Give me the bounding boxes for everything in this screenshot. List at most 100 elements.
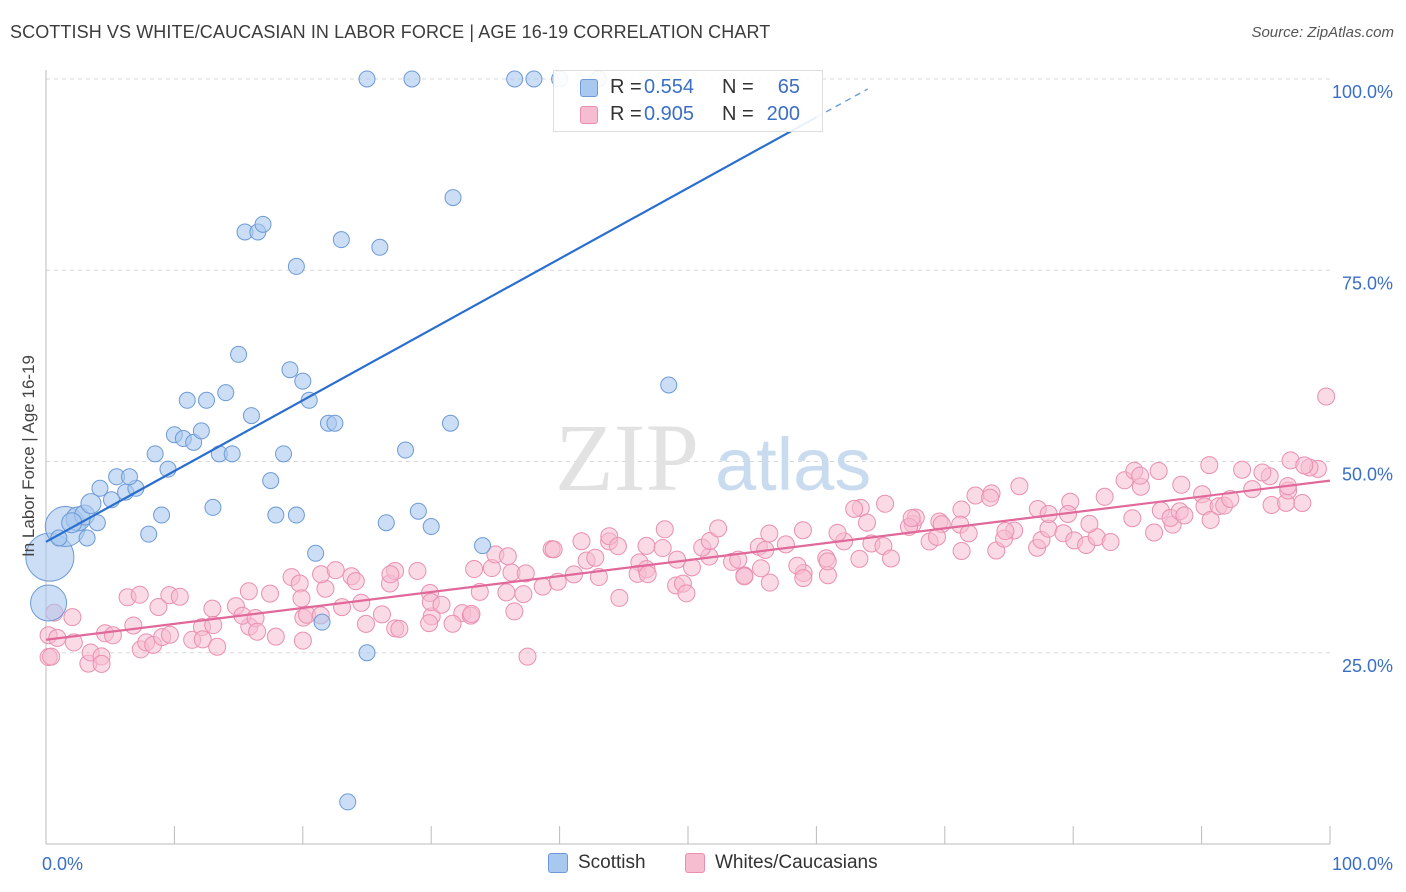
white-caucasian-point xyxy=(959,524,978,543)
scottish-point xyxy=(377,514,395,532)
white-caucasian-point xyxy=(709,519,728,538)
white-caucasian-point xyxy=(735,567,754,586)
white-caucasian-point xyxy=(1149,461,1168,480)
scottish-point xyxy=(146,445,164,463)
white-caucasian-point xyxy=(1295,456,1314,475)
y-axis-label: In Labor Force | Age 16-19 xyxy=(19,355,38,557)
scottish-point xyxy=(223,445,241,463)
white-caucasian-point xyxy=(193,630,212,649)
white-caucasian-point xyxy=(204,616,223,635)
y-tick-label: 75.0% xyxy=(1342,273,1393,293)
white-caucasian-point xyxy=(1293,493,1312,512)
watermark: ZIP atlas xyxy=(555,404,871,511)
white-caucasian-point xyxy=(130,585,149,604)
white-caucasian-point xyxy=(608,537,627,556)
white-caucasian-point xyxy=(293,631,312,650)
scottish-point xyxy=(30,584,68,622)
tick-labels: 25.0% 50.0% 75.0% 100.0% 0.0% 100.0% xyxy=(42,82,1393,874)
white-caucasian-point xyxy=(292,589,311,608)
r-value: 0.905 xyxy=(644,103,695,125)
bottom-legend: Scottish Whites/Caucasians xyxy=(0,852,1406,878)
scottish-point xyxy=(358,70,376,88)
scottish-point xyxy=(198,391,215,409)
white-caucasian-point xyxy=(533,577,552,596)
scottish-point xyxy=(444,189,462,207)
r-value: 0.554 xyxy=(644,76,695,98)
white-caucasian-point xyxy=(586,548,605,567)
white-caucasian-point xyxy=(544,540,563,559)
scottish-point xyxy=(178,391,196,409)
white-caucasian-point xyxy=(266,627,285,646)
scottish-point xyxy=(307,544,325,562)
white-caucasian-point xyxy=(1080,514,1099,533)
white-caucasian-point xyxy=(981,488,1000,507)
chart-title: SCOTTISH VS WHITE/CAUCASIAN IN LABOR FOR… xyxy=(10,22,771,42)
white-caucasian-point xyxy=(124,616,143,635)
y-tick-label: 25.0% xyxy=(1342,656,1393,676)
stats-row-white: R = 0.905 N = 200 xyxy=(554,100,822,128)
white-caucasian-point xyxy=(1221,490,1240,509)
scottish-point xyxy=(78,529,96,547)
white-caucasian-point xyxy=(420,614,439,633)
white-caucasian-point xyxy=(1101,533,1120,552)
white-caucasian-point xyxy=(952,500,971,519)
white-caucasian-point xyxy=(1233,460,1252,479)
n-label: N = xyxy=(722,103,754,125)
white-caucasian-point xyxy=(516,564,535,583)
white-caucasian-point xyxy=(794,569,813,588)
white-caucasian-point xyxy=(103,626,122,645)
scottish-swatch xyxy=(548,853,568,873)
white-caucasian-point xyxy=(1175,506,1194,525)
white-caucasian-point xyxy=(881,549,900,568)
trend-lines xyxy=(45,88,1331,641)
white-caucasian-point xyxy=(208,637,227,656)
white-caucasian-point xyxy=(858,513,877,532)
scottish-point xyxy=(441,414,459,432)
white-caucasian-point xyxy=(1200,456,1219,475)
white-caucasian-point xyxy=(239,582,258,601)
scottish-point xyxy=(358,644,376,662)
scottish-point xyxy=(242,407,260,425)
scottish-point xyxy=(339,793,357,811)
white-caucasian-point xyxy=(653,539,672,558)
white-caucasian-point xyxy=(828,523,847,542)
scottish-point xyxy=(287,506,305,524)
scottish-point xyxy=(660,376,678,394)
white-caucasian-point xyxy=(1131,466,1150,485)
white-caucasian-point xyxy=(372,605,391,624)
white-caucasian-point xyxy=(356,614,375,633)
white-caucasian-point xyxy=(1095,487,1114,506)
scottish-point xyxy=(230,345,248,363)
legend-item-white[interactable]: Whites/Caucasians xyxy=(685,852,878,874)
scottish-point xyxy=(262,472,280,490)
white-caucasian-point xyxy=(92,654,111,673)
white-caucasian-point xyxy=(63,608,82,627)
watermark-atlas: atlas xyxy=(715,423,871,506)
legend-item-scottish[interactable]: Scottish xyxy=(548,852,646,874)
scottish-point xyxy=(275,445,293,463)
stats-legend: R = 0.554 N = 65 R = 0.905 N = 200 xyxy=(553,70,823,132)
white-caucasian-point xyxy=(518,647,537,666)
scottish-point xyxy=(204,498,222,516)
r-label: R = xyxy=(610,103,642,125)
white-caucasian-point xyxy=(514,585,533,604)
scottish-point xyxy=(397,441,415,459)
n-value: 200 xyxy=(766,103,800,125)
scottish-point xyxy=(217,384,235,402)
white-caucasian-point xyxy=(462,604,481,623)
scottish-point xyxy=(140,525,158,543)
white-caucasian-point xyxy=(610,588,629,607)
scottish-point xyxy=(403,70,421,88)
scottish-point xyxy=(267,506,285,524)
white-caucasian-point xyxy=(637,536,656,555)
scottish-point xyxy=(153,506,171,524)
white-caucasian-point xyxy=(443,614,462,633)
white-caucasian-point xyxy=(42,647,61,666)
white-caucasian-point xyxy=(793,521,812,540)
scottish-point xyxy=(332,231,350,249)
white-caucasian-point xyxy=(498,547,517,566)
white-caucasian-point xyxy=(902,509,921,528)
source-label: Source: ZipAtlas.com xyxy=(1251,24,1394,41)
white-caucasian-point xyxy=(655,520,674,539)
white-swatch xyxy=(685,853,705,873)
